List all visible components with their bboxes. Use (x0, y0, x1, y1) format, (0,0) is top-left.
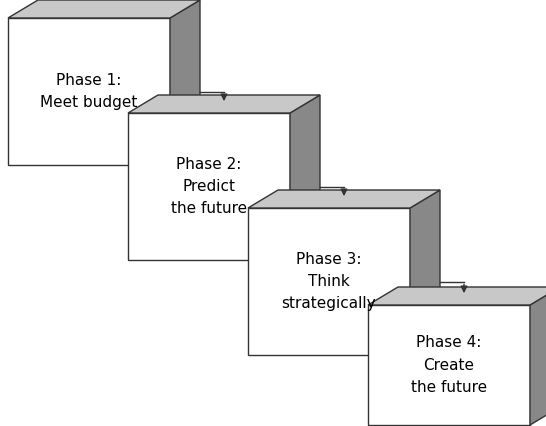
Polygon shape (368, 305, 530, 425)
Text: Phase 2:
Predict
the future: Phase 2: Predict the future (171, 157, 247, 216)
Text: Phase 4:
Create
the future: Phase 4: Create the future (411, 335, 487, 395)
Polygon shape (410, 190, 440, 355)
Text: Phase 3:
Think
strategically: Phase 3: Think strategically (282, 252, 376, 311)
Polygon shape (170, 0, 200, 165)
Polygon shape (248, 208, 410, 355)
Polygon shape (8, 0, 200, 18)
Text: Phase 1:
Meet budget: Phase 1: Meet budget (40, 73, 138, 110)
Polygon shape (290, 95, 320, 260)
Polygon shape (530, 287, 546, 425)
Polygon shape (368, 287, 546, 305)
Polygon shape (248, 190, 440, 208)
Polygon shape (128, 113, 290, 260)
Polygon shape (128, 95, 320, 113)
Polygon shape (8, 18, 170, 165)
